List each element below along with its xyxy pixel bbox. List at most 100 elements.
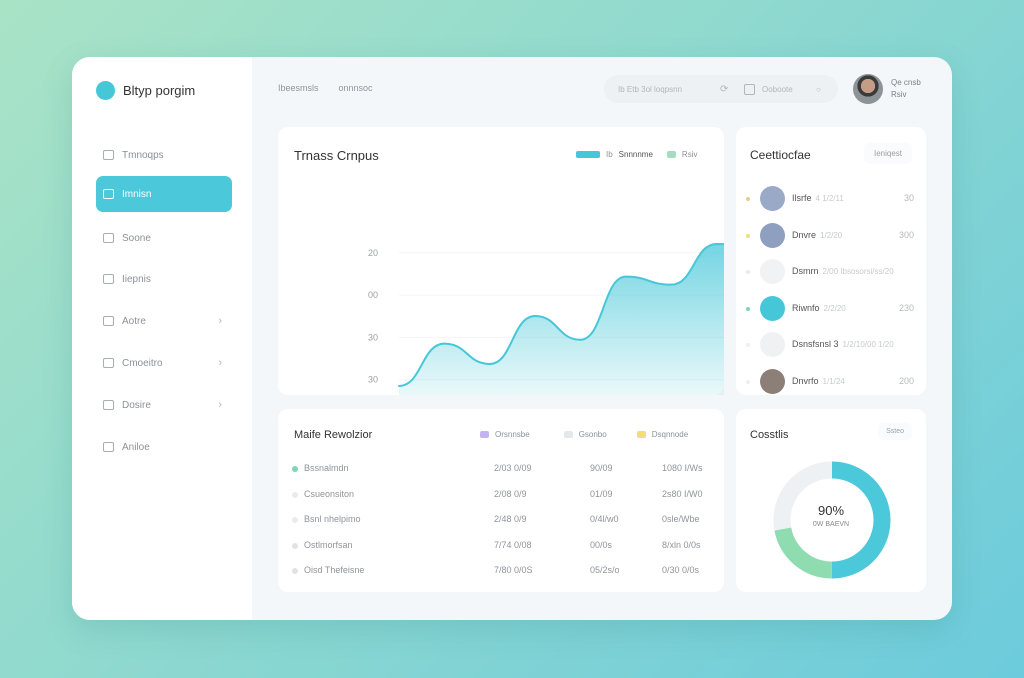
sidebar-item-label: Dosire — [122, 399, 151, 411]
user-menu[interactable]: Qe cnsb Rsiv — [853, 74, 921, 104]
avatar — [760, 259, 785, 284]
legend-label: Ib — [606, 150, 613, 159]
calendar-icon — [744, 83, 755, 95]
item-name: Dsnsfsnsl 3 — [792, 339, 839, 349]
nav-icon — [103, 189, 114, 199]
legend-label: Rsiv — [681, 150, 698, 159]
row-name: Bsnl nhelpimo — [304, 514, 361, 524]
y-tick-label: 00 — [368, 290, 378, 300]
list-item[interactable]: Dsnsfsnsl 3 1/2/10/00 1/20 — [746, 331, 924, 359]
cell: 0/4l/w0 — [590, 514, 619, 524]
data-point[interactable] — [398, 384, 400, 387]
table-row[interactable]: Bsnl nhelpimo 2/48 0/9 0/4l/w0 0sle/Wbe — [292, 510, 710, 530]
sidebar-item[interactable]: Aotre › — [96, 303, 232, 339]
table-row[interactable]: Csueonsiton 2/08 0/9 01/09 2s80 I/W0 — [292, 485, 710, 505]
legend-swatch — [480, 431, 489, 438]
breadcrumb-item[interactable]: Ibeesmsls — [278, 83, 319, 93]
sidebar-item[interactable]: Tmnoqps — [96, 137, 232, 173]
sidebar-item[interactable]: Aniloe — [96, 429, 232, 465]
table-card: Maife Rewolzior Orsnnsbe Gsonbo Dsqnnode… — [278, 409, 724, 592]
table-row[interactable]: Ostlmorfsan 7/74 0/08 00/0s 8/xln 0/0s — [292, 536, 710, 556]
nav-icon — [103, 150, 114, 160]
sidebar: Bltyp porgim Tmnoqps Imnisn Soone Iiepnis Ao… — [72, 57, 252, 620]
chevron-right-icon: › — [218, 357, 222, 369]
item-name: Ilsrfe — [792, 193, 812, 203]
sidebar-item-label: Cmoeitro — [122, 357, 163, 369]
sidebar-item[interactable]: Imnisn — [96, 176, 232, 212]
area-fill — [399, 244, 724, 395]
data-point[interactable] — [579, 338, 582, 341]
status-dot — [746, 270, 750, 274]
nav-icon — [103, 400, 114, 410]
logo-icon — [96, 81, 115, 100]
data-point[interactable] — [534, 315, 537, 318]
nav-icon — [103, 316, 114, 326]
clear-icon[interactable]: ○ — [816, 84, 821, 94]
data-point[interactable] — [624, 275, 627, 278]
column-header[interactable]: Dsqnnode — [651, 430, 689, 439]
refresh-icon[interactable]: ⟳ — [720, 83, 729, 95]
column-header[interactable]: Gsonbo — [578, 430, 607, 439]
sidebar-item-label: Imnisn — [122, 188, 152, 200]
cell: 2s80 I/W0 — [662, 488, 703, 499]
list-item[interactable]: Dsmrn 2/00 Ibsosorsi/ss/20 — [746, 258, 924, 286]
donut-sub-label: 0W BAEVN — [812, 521, 850, 528]
cell: 8/xln 0/0s — [662, 539, 701, 550]
app-logo[interactable]: Bltyp porgim — [96, 81, 195, 100]
donut-action-button[interactable]: Ssteo — [878, 423, 912, 440]
data-point[interactable] — [715, 243, 718, 245]
item-detail: 2/2/20 — [823, 303, 846, 313]
cell: 05/2s/o — [590, 565, 620, 575]
y-tick-label: 20 — [368, 248, 378, 258]
legend-label: Snnnnme — [618, 150, 653, 159]
sidebar-item-label: Tmnoqps — [122, 149, 164, 161]
chart-legend: Ib Snnnnme Rsiv — [576, 150, 697, 159]
table-row[interactable]: Bssnalmdn 2/03 0/09 90/09 1080 I/Ws — [292, 459, 710, 479]
row-name: Oisd Thefeisne — [304, 565, 365, 575]
list-item[interactable]: Dnvre 1/2/20 300 — [746, 222, 916, 250]
row-dot — [292, 491, 298, 498]
status-dot — [746, 306, 750, 311]
user-name: Qe cnsb — [891, 78, 921, 87]
item-value: 230 — [898, 302, 914, 313]
item-detail: 4 1/2/11 — [815, 194, 844, 203]
sidebar-item[interactable]: Cmoeitro › — [96, 345, 232, 381]
sidebar-item-label: Aniloe — [122, 441, 150, 453]
sidebar-item[interactable]: Soone — [96, 220, 232, 256]
trend-chart-card: Trnass Crnpus Ib Snnnnme Rsiv 030300020A… — [278, 127, 724, 395]
status-dot — [746, 343, 750, 347]
sidebar-item[interactable]: Dosire › — [96, 387, 232, 423]
cell: 00/0s — [590, 539, 613, 550]
breadcrumb-item[interactable]: onnnsoc — [338, 83, 373, 93]
user-role: Rsiv — [891, 90, 907, 99]
row-name: Csueonsiton — [304, 488, 355, 499]
cell: 7/74 0/08 — [494, 539, 532, 550]
avatar — [760, 332, 785, 357]
donut-card: Cosstlis Ssteo 90% 0W BAEVN — [736, 409, 926, 592]
item-name: Dnvre — [792, 229, 817, 240]
donut-segment[interactable] — [773, 461, 891, 579]
data-point[interactable] — [488, 362, 491, 365]
sidebar-item[interactable]: Iiepnis — [96, 261, 232, 297]
nav-icon — [103, 274, 114, 284]
list-item[interactable]: Riwnfo 2/2/20 230 — [746, 295, 916, 323]
sidebar-item-label: Soone — [122, 232, 151, 244]
app-window: Bltyp porgim Tmnoqps Imnisn Soone Iiepnis Ao… — [72, 57, 952, 620]
breadcrumb: Ibeesmsls onnnsoc — [278, 83, 373, 93]
filter-label[interactable]: Ooboote — [762, 84, 793, 94]
list-item[interactable]: Ilsrfe 4 1/2/11 30 — [746, 185, 916, 213]
data-point[interactable] — [443, 342, 446, 345]
legend-swatch — [636, 431, 646, 438]
item-detail: 1/2/20 — [820, 230, 843, 240]
nav-icon — [103, 442, 114, 452]
cell: 2/48 0/9 — [494, 514, 527, 524]
search-input[interactable]: Ib Etb 3ol loqpsnn ⟳ Ooboote ○ — [604, 75, 838, 103]
column-header[interactable]: Orsnnsbe — [495, 430, 530, 439]
activity-action-button[interactable]: Ieniqest — [863, 143, 912, 164]
table-row[interactable]: Oisd Thefeisne 7/80 0/0S 05/2s/o 0/30 0/… — [292, 561, 710, 581]
item-detail: 1/2/10/00 1/20 — [842, 340, 894, 349]
avatar — [760, 222, 785, 248]
donut-title: Cosstlis — [750, 429, 789, 441]
list-item[interactable]: Dnvrfo 1/1/24 200 — [746, 368, 916, 396]
data-point[interactable] — [670, 283, 673, 286]
